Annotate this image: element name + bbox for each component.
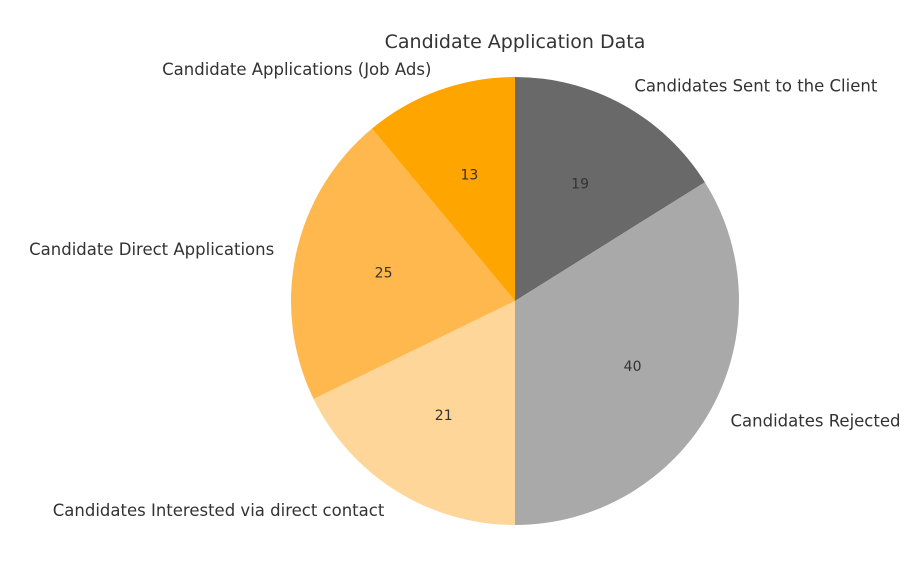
slice-value-label: 19 bbox=[571, 176, 589, 192]
chart-title: Candidate Application Data bbox=[385, 31, 646, 53]
slice-value-label: 21 bbox=[435, 408, 453, 424]
slice-value-label: 13 bbox=[460, 168, 478, 184]
slice-value-label: 40 bbox=[624, 359, 642, 375]
pie-slice bbox=[372, 77, 515, 301]
pie-slice bbox=[515, 77, 705, 301]
slice-category-label: Candidates Rejected bbox=[731, 411, 901, 430]
slice-value-label: 25 bbox=[375, 266, 393, 282]
slice-category-label: Candidates Interested via direct contact bbox=[53, 501, 385, 520]
pie-slice bbox=[313, 301, 515, 526]
slice-category-label: Candidates Sent to the Client bbox=[634, 77, 877, 96]
labels-layer: 19 Candidates Sent to the Client 40 Candida… bbox=[29, 60, 900, 520]
slice-category-label: Candidate Direct Applications bbox=[29, 240, 274, 259]
slices-layer bbox=[290, 77, 739, 526]
pie-slice bbox=[515, 182, 739, 525]
pie-slice bbox=[290, 128, 515, 399]
slice-category-label: Candidate Applications (Job Ads) bbox=[162, 60, 431, 79]
